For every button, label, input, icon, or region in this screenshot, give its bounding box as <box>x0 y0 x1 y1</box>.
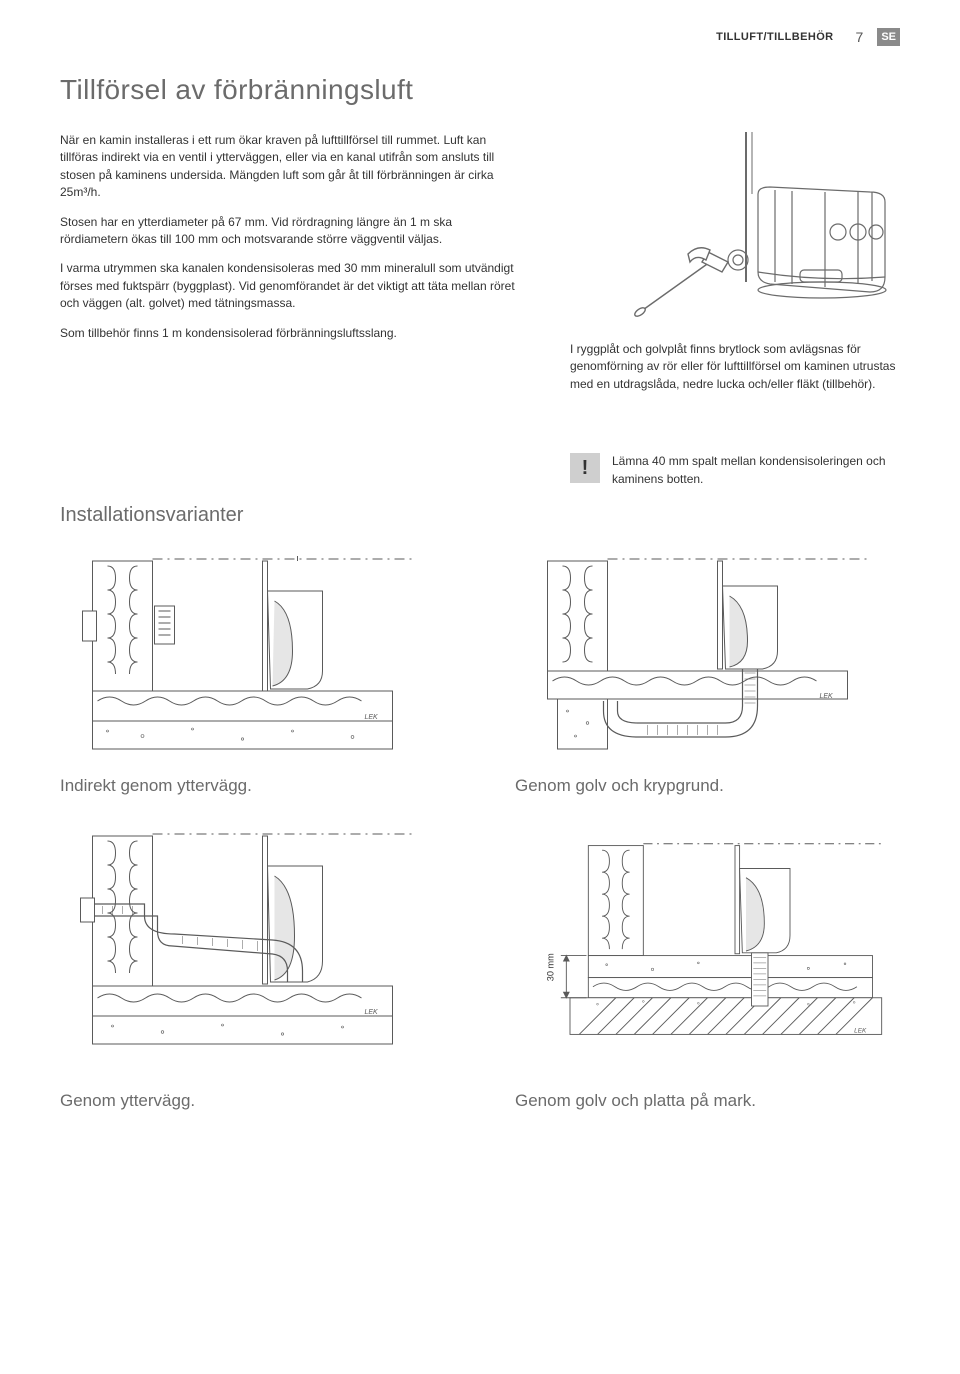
variant-diagram-floor-crawlspace: LEK <box>515 551 900 761</box>
body-paragraph: När en kamin installeras i ett rum ökar … <box>60 132 520 202</box>
variant-item: LEK Indirekt genom yttervägg. <box>60 551 445 796</box>
variant-diagram-through-wall: LEK <box>60 826 445 1076</box>
variant-item: LEK Genom golv och krypgrund. <box>515 551 900 796</box>
body-paragraph: Som tillbehör finns 1 m kondensisolerad … <box>60 325 520 342</box>
variant-label: Indirekt genom yttervägg. <box>60 776 445 796</box>
lek-label: LEK <box>820 693 834 700</box>
variant-item: 30 mm LEK Genom golv och platta på mark. <box>515 826 900 1111</box>
variant-label: Genom golv och krypgrund. <box>515 776 900 796</box>
section-label: TILLUFT/TILLBEHÖR <box>716 31 833 43</box>
variant-label: Genom yttervägg. <box>60 1091 445 1111</box>
lek-label: LEK <box>365 714 379 721</box>
figure-caption: I ryggplåt och golvplåt finns brytlock s… <box>570 341 900 393</box>
dimension-label: 30 mm <box>546 953 556 981</box>
variant-item: LEK Genom yttervägg. <box>60 826 445 1111</box>
lang-badge: SE <box>877 28 900 46</box>
variant-label: Genom golv och platta på mark. <box>515 1091 900 1111</box>
variant-diagram-indirect-wall: LEK <box>60 551 445 761</box>
notice-text: Lämna 40 mm spalt mellan kondensisolerin… <box>612 453 900 488</box>
page-title: Tillförsel av förbränningsluft <box>60 74 900 106</box>
stove-base-diagram <box>570 132 900 322</box>
variants-grid: LEK Indirekt genom yttervägg. <box>60 551 900 1111</box>
body-paragraph: Stosen har en ytterdiameter på 67 mm. Vi… <box>60 214 520 249</box>
body-paragraph: I varma utrymmen ska kanalen kondensisol… <box>60 260 520 312</box>
page-header: TILLUFT/TILLBEHÖR 7 SE <box>60 28 900 46</box>
page-number: 7 <box>856 29 864 45</box>
body-text-column: När en kamin installeras i ett rum ökar … <box>60 132 520 393</box>
notice-box: ! Lämna 40 mm spalt mellan kondensisoler… <box>570 453 900 488</box>
warning-icon: ! <box>570 453 600 483</box>
variant-diagram-floor-slab: 30 mm LEK <box>515 826 900 1076</box>
lek-label: LEK <box>365 1009 379 1016</box>
subheading: Installationsvarianter <box>60 504 900 527</box>
lek-label: LEK <box>854 1028 867 1035</box>
